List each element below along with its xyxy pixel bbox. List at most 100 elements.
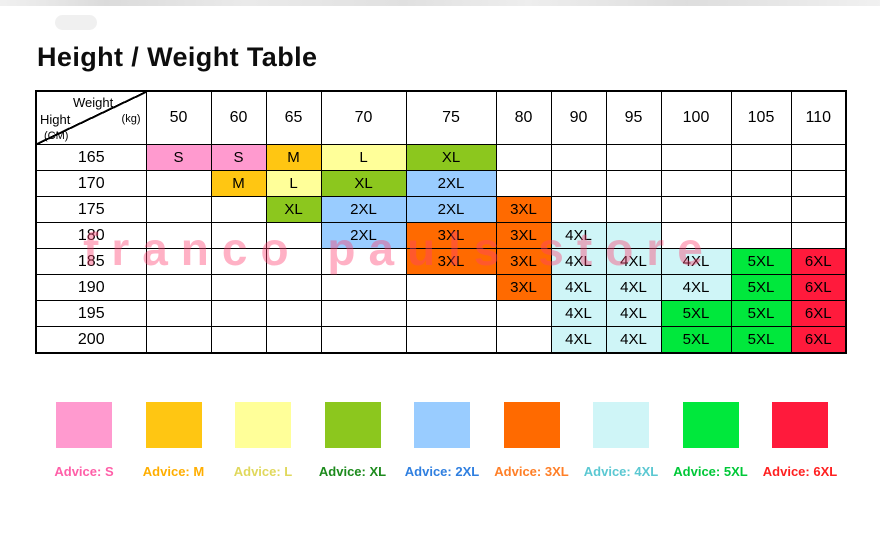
size-cell-175-95 bbox=[605, 196, 662, 223]
size-cell-185-90: 4XL bbox=[550, 248, 607, 275]
table-row-185: 185 3XL 3XL 4XL 4XL 4XL 5XL 6XL bbox=[35, 248, 847, 275]
size-cell-195-105: 5XL bbox=[730, 300, 792, 327]
weight-header-100: 100 bbox=[660, 90, 732, 145]
size-cell-180-50 bbox=[145, 222, 212, 249]
table-row-170: 170 M L XL 2XL bbox=[35, 170, 847, 197]
height-cell-180: 180 bbox=[35, 222, 147, 249]
size-cell-200-75 bbox=[405, 326, 497, 354]
size-cell-200-50 bbox=[145, 326, 212, 354]
weight-axis-label: Weight bbox=[73, 95, 114, 110]
size-cell-195-70 bbox=[320, 300, 407, 327]
size-cell-170-90 bbox=[550, 170, 607, 197]
size-cell-175-60 bbox=[210, 196, 267, 223]
size-cell-175-80: 3XL bbox=[495, 196, 552, 223]
table-row-180: 180 2XL 3XL 3XL 4XL bbox=[35, 222, 847, 249]
weight-header-105: 105 bbox=[730, 90, 792, 145]
size-cell-175-100 bbox=[660, 196, 732, 223]
size-cell-195-65 bbox=[265, 300, 322, 327]
diagonal-divider bbox=[37, 92, 145, 144]
size-cell-180-75: 3XL bbox=[405, 222, 497, 249]
size-cell-200-70 bbox=[320, 326, 407, 354]
size-cell-180-70: 2XL bbox=[320, 222, 407, 249]
size-legend: Advice: S Advice: M Advice: L Advice: XL Adv… bbox=[42, 402, 842, 479]
top-smudge-artifact bbox=[55, 15, 97, 30]
weight-unit-label: (kg) bbox=[121, 113, 141, 125]
legend-item-S: Advice: S bbox=[42, 402, 126, 479]
size-table-container: Weight (kg) Hight (CM) 50 60 65 70 75 80 90 95 1… bbox=[35, 90, 847, 354]
size-cell-170-75: 2XL bbox=[405, 170, 497, 197]
size-cell-185-75: 3XL bbox=[405, 248, 497, 275]
table-row-195: 195 4XL 4XL 5XL 5XL 6XL bbox=[35, 300, 847, 327]
size-cell-195-100: 5XL bbox=[660, 300, 732, 327]
size-cell-200-65 bbox=[265, 326, 322, 354]
size-cell-185-100: 4XL bbox=[660, 248, 732, 275]
size-cell-170-95 bbox=[605, 170, 662, 197]
size-cell-190-110: 6XL bbox=[790, 274, 847, 301]
legend-item-6XL: Advice: 6XL bbox=[758, 402, 842, 479]
height-weight-table: Weight (kg) Hight (CM) 50 60 65 70 75 80 90 95 1… bbox=[35, 90, 847, 354]
size-cell-200-60 bbox=[210, 326, 267, 354]
size-cell-180-65 bbox=[265, 222, 322, 249]
size-cell-180-90: 4XL bbox=[550, 222, 607, 249]
size-cell-200-95: 4XL bbox=[605, 326, 662, 354]
weight-header-50: 50 bbox=[145, 90, 212, 145]
legend-label-4XL: Advice: 4XL bbox=[583, 464, 659, 479]
size-cell-190-50 bbox=[145, 274, 212, 301]
size-cell-165-100 bbox=[660, 144, 732, 171]
corner-cell: Weight (kg) Hight (CM) bbox=[35, 90, 147, 145]
size-cell-165-95 bbox=[605, 144, 662, 171]
size-cell-170-50 bbox=[145, 170, 212, 197]
size-cell-200-90: 4XL bbox=[550, 326, 607, 354]
legend-swatch-S bbox=[56, 402, 112, 448]
size-cell-190-70 bbox=[320, 274, 407, 301]
size-cell-175-75: 2XL bbox=[405, 196, 497, 223]
legend-label-5XL: Advice: 5XL bbox=[673, 464, 748, 479]
size-cell-165-75: XL bbox=[405, 144, 497, 171]
size-cell-165-110 bbox=[790, 144, 847, 171]
size-cell-165-50: S bbox=[145, 144, 212, 171]
height-cell-195: 195 bbox=[35, 300, 147, 327]
legend-swatch-6XL bbox=[772, 402, 828, 448]
legend-label-6XL: Advice: 6XL bbox=[762, 464, 838, 479]
size-cell-185-50 bbox=[145, 248, 212, 275]
size-cell-195-50 bbox=[145, 300, 212, 327]
height-cell-200: 200 bbox=[35, 326, 147, 354]
legend-label-3XL: Advice: 3XL bbox=[494, 464, 569, 479]
size-cell-170-60: M bbox=[210, 170, 267, 197]
size-cell-190-65 bbox=[265, 274, 322, 301]
legend-swatch-5XL bbox=[682, 402, 739, 448]
size-cell-165-70: L bbox=[320, 144, 407, 171]
height-cell-170: 170 bbox=[35, 170, 147, 197]
size-cell-195-80 bbox=[495, 300, 552, 327]
legend-item-4XL: Advice: 4XL bbox=[579, 402, 663, 479]
size-cell-180-110 bbox=[790, 222, 847, 249]
size-cell-200-80 bbox=[495, 326, 552, 354]
legend-swatch-3XL bbox=[503, 402, 560, 448]
size-cell-180-100 bbox=[660, 222, 732, 249]
size-cell-195-110: 6XL bbox=[790, 300, 847, 327]
size-cell-175-50 bbox=[145, 196, 212, 223]
legend-label-M: Advice: M bbox=[142, 464, 205, 479]
table-row-175: 175 XL 2XL 2XL 3XL bbox=[35, 196, 847, 223]
legend-swatch-M bbox=[145, 402, 202, 448]
legend-item-XL: Advice: XL bbox=[311, 402, 395, 479]
size-cell-200-105: 5XL bbox=[730, 326, 792, 354]
weight-header-110: 110 bbox=[790, 90, 847, 145]
table-header-row: Weight (kg) Hight (CM) 50 60 65 70 75 80 90 95 1… bbox=[35, 90, 847, 145]
weight-header-80: 80 bbox=[495, 90, 552, 145]
size-cell-195-90: 4XL bbox=[550, 300, 607, 327]
size-cell-170-100 bbox=[660, 170, 732, 197]
legend-label-S: Advice: S bbox=[54, 464, 114, 479]
legend-label-XL: Advice: XL bbox=[318, 464, 387, 479]
weight-header-60: 60 bbox=[210, 90, 267, 145]
weight-header-95: 95 bbox=[605, 90, 662, 145]
size-cell-175-65: XL bbox=[265, 196, 322, 223]
size-cell-190-80: 3XL bbox=[495, 274, 552, 301]
legend-item-M: Advice: M bbox=[132, 402, 216, 479]
size-cell-165-105 bbox=[730, 144, 792, 171]
weight-header-90: 90 bbox=[550, 90, 607, 145]
height-axis-label: Hight bbox=[40, 112, 71, 127]
size-cell-185-60 bbox=[210, 248, 267, 275]
size-cell-185-65 bbox=[265, 248, 322, 275]
size-cell-190-90: 4XL bbox=[550, 274, 607, 301]
